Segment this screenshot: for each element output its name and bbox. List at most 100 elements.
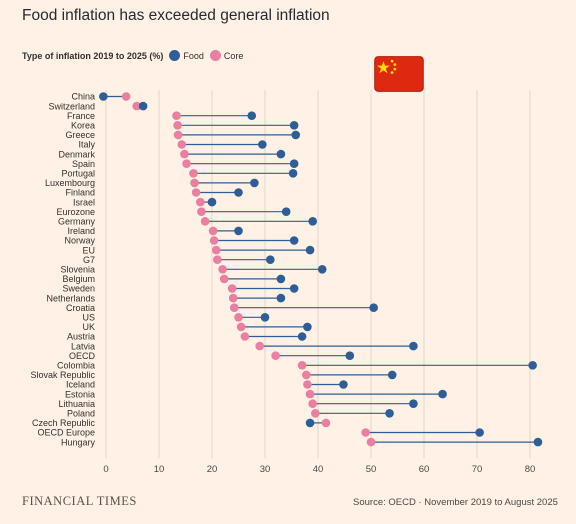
core-point	[236, 322, 246, 332]
food-point	[409, 341, 418, 351]
food-point	[138, 101, 148, 111]
core-point	[271, 351, 280, 361]
category-label: EU	[82, 245, 95, 255]
core-point	[213, 255, 222, 264]
legend-title: Type of inflation 2019 to 2025 (%)	[22, 50, 164, 61]
core-point	[173, 121, 182, 130]
food-point	[250, 178, 259, 188]
core-point	[227, 284, 237, 293]
food-point	[528, 361, 537, 370]
core-point	[180, 149, 189, 159]
x-tick-label: 30	[260, 464, 271, 475]
x-tick-label: 20	[207, 464, 218, 475]
legend-food-swatch	[169, 50, 181, 61]
food-point	[276, 274, 286, 284]
core-point	[302, 370, 311, 380]
category-label: Estonia	[65, 389, 95, 399]
food-point	[291, 130, 301, 140]
food-point	[289, 236, 299, 245]
food-point	[289, 121, 299, 130]
food-point	[276, 293, 286, 303]
category-label: Germany	[58, 217, 96, 227]
core-point	[182, 159, 191, 168]
category-label: Hungary	[61, 437, 96, 447]
legend-core-swatch	[209, 50, 221, 61]
category-label: Portugal	[61, 169, 95, 179]
x-tick-label: 50	[366, 464, 377, 475]
food-point	[247, 111, 257, 120]
core-point	[305, 389, 315, 399]
core-point	[211, 245, 221, 255]
core-point	[229, 303, 239, 313]
legend: Type of inflation 2019 to 2025 (%) Food …	[22, 50, 247, 61]
x-tick-label: 80	[525, 464, 536, 475]
category-label: Netherlands	[46, 293, 95, 303]
category-label: Denmark	[58, 149, 95, 159]
food-point	[99, 92, 108, 101]
x-tick-label: 0	[103, 464, 108, 475]
food-point	[475, 428, 484, 437]
food-point	[207, 197, 217, 207]
core-point	[228, 293, 238, 303]
core-point	[208, 226, 218, 236]
category-label: Israel	[73, 197, 95, 207]
category-label: OECD	[69, 351, 96, 361]
source-note: Source: OECD · November 2019 to August 2…	[353, 497, 558, 508]
category-label: Luxembourg	[45, 178, 95, 188]
core-point	[209, 236, 219, 245]
core-point	[177, 140, 187, 149]
food-point	[385, 409, 394, 418]
food-point	[438, 389, 447, 399]
core-point	[197, 207, 206, 216]
food-point	[266, 255, 275, 264]
category-label: Finland	[65, 188, 95, 198]
chart-title: Food inflation has exceeded general infl…	[22, 7, 330, 24]
food-point	[308, 217, 318, 226]
food-point	[387, 370, 397, 380]
category-label: Colombia	[57, 361, 95, 371]
category-label: Latvia	[71, 341, 95, 351]
food-point	[305, 418, 315, 428]
core-point	[303, 380, 312, 389]
core-point	[173, 130, 183, 140]
core-point	[308, 399, 318, 409]
category-label: Switzerland	[48, 101, 95, 111]
core-point	[190, 178, 199, 188]
category-label: Eurozone	[56, 207, 95, 217]
footer-brand: FINANCIAL TIMES	[22, 494, 137, 508]
core-point	[200, 217, 210, 226]
food-point	[409, 399, 418, 409]
food-point	[345, 351, 355, 361]
food-point	[258, 140, 267, 149]
core-point	[218, 265, 227, 274]
core-point	[191, 188, 201, 197]
category-label: Iceland	[66, 380, 95, 390]
food-point	[234, 226, 243, 236]
category-label: Sweden	[62, 284, 95, 294]
legend-core-label: Core	[223, 50, 244, 61]
food-point	[297, 332, 307, 341]
core-point	[219, 274, 229, 284]
category-label: Slovenia	[60, 265, 95, 275]
food-point	[260, 313, 270, 322]
food-point	[305, 245, 315, 255]
category-label: Greece	[65, 130, 95, 140]
core-point	[366, 437, 376, 447]
core-point	[311, 409, 320, 418]
food-point	[234, 188, 243, 197]
category-label: OECD Europe	[37, 428, 95, 438]
category-label: US	[82, 313, 95, 323]
core-point	[297, 361, 307, 370]
core-point	[361, 428, 371, 437]
category-label: Croatia	[66, 303, 95, 313]
food-point	[303, 322, 312, 332]
category-label: Czech Republic	[32, 418, 96, 428]
x-tick-label: 70	[472, 464, 483, 475]
food-point	[289, 284, 299, 293]
core-point	[172, 111, 181, 120]
category-label: Lithuania	[58, 399, 95, 409]
food-point	[276, 149, 286, 159]
category-label: Belgium	[62, 274, 95, 284]
food-point	[317, 265, 327, 274]
